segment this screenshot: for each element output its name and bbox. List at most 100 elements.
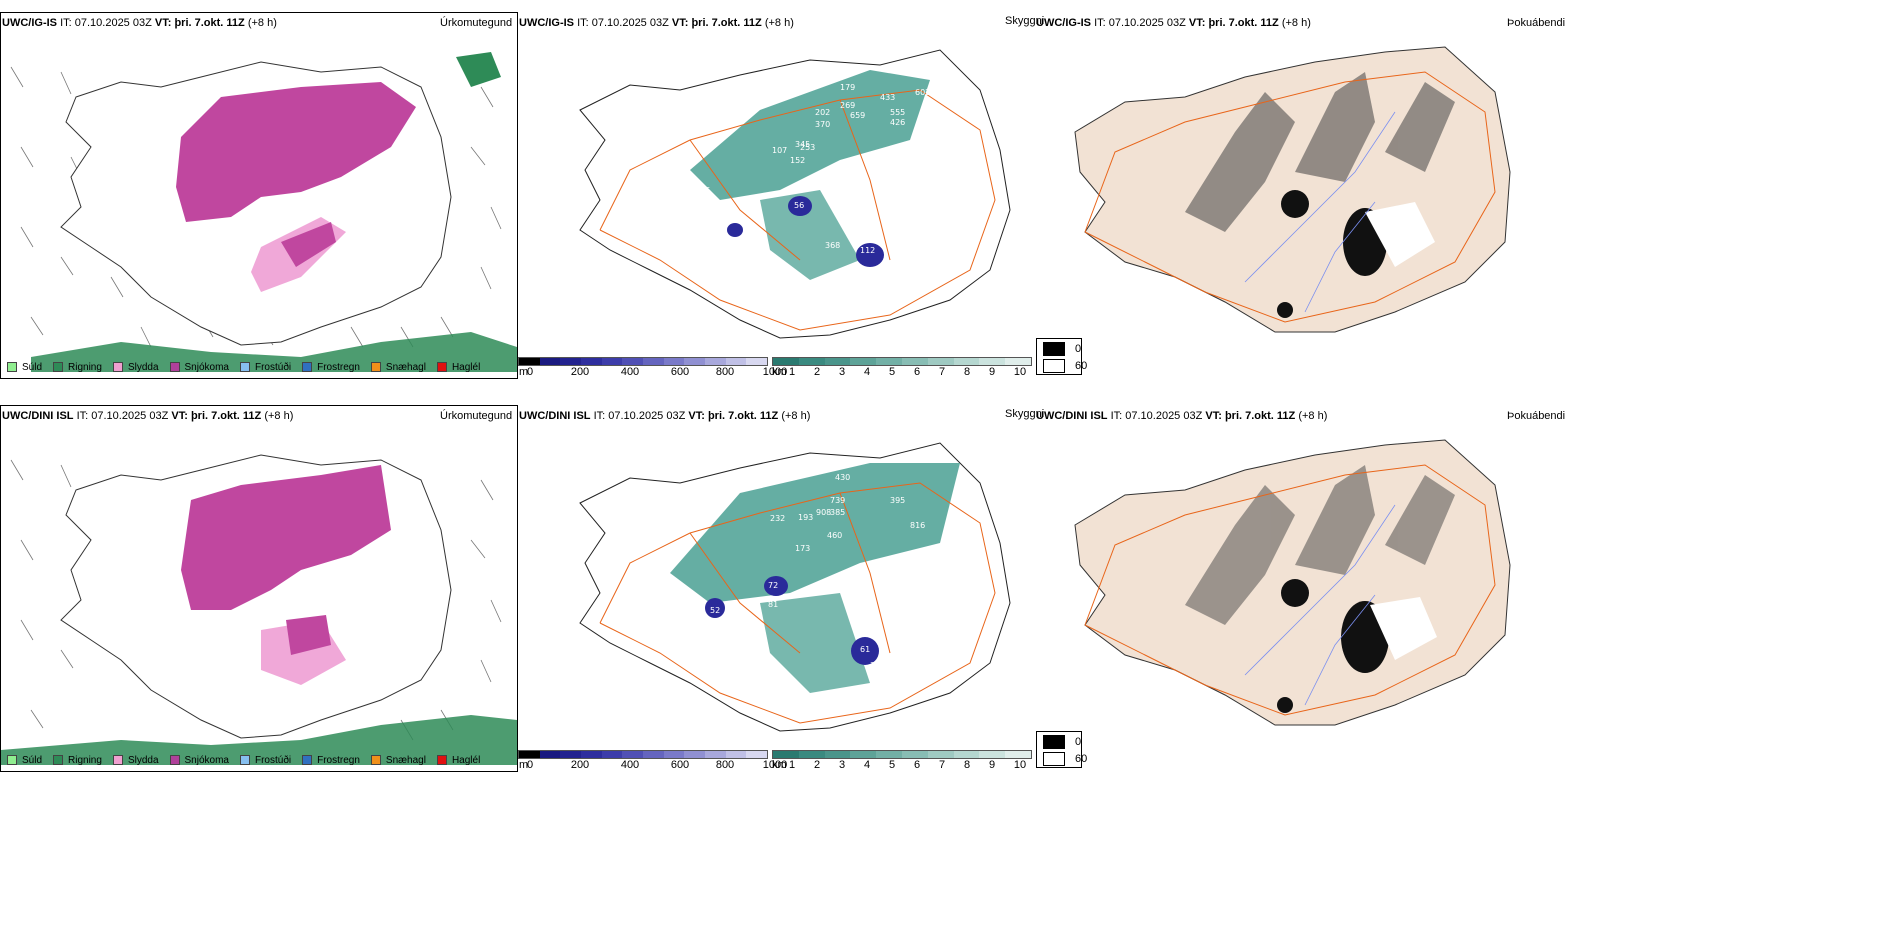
legend-label: Frostregn xyxy=(317,361,360,373)
legend-label: Snjókoma xyxy=(184,754,229,766)
tick-label: 10 xyxy=(1013,366,1027,378)
it-label: IT: xyxy=(577,17,589,29)
precip-legend-bottom: Súld Rigning Slydda Snjókoma Frostúði Fr… xyxy=(1,749,517,771)
legend-label: Frostúði xyxy=(254,754,292,766)
vis-title-top: Skyggni xyxy=(1005,15,1045,27)
it-value: 07.10.2025 03Z xyxy=(608,410,686,422)
legend-swatch xyxy=(370,362,381,372)
legend-swatch xyxy=(239,755,250,765)
legend-item: Snæhagl xyxy=(370,754,426,766)
precip-legend-top: Súld Rigning Slydda Snjókoma Frostúði Fr… xyxy=(1,356,517,378)
tick-label: 2 xyxy=(813,366,821,378)
legend-item: Snjókoma xyxy=(169,362,229,373)
fog-max-label: 60 xyxy=(1075,753,1088,765)
fog-header-top: UWC/IG-IS IT: 07.10.2025 03Z VT: þri. 7.… xyxy=(1036,16,1311,30)
it-value: 07.10.2025 03Z xyxy=(591,17,669,29)
low-visibility-area-2 xyxy=(760,190,860,280)
vis-colorbar-bottom xyxy=(772,750,1032,759)
tick-label: 4 xyxy=(863,759,871,771)
tick-label: 2 xyxy=(813,759,821,771)
svg-text:61: 61 xyxy=(860,645,870,654)
tick-label: 1000 xyxy=(762,759,788,771)
fog-min-label: 0 xyxy=(1075,343,1082,355)
svg-text:35: 35 xyxy=(877,276,887,285)
it-label: IT: xyxy=(1094,17,1106,29)
height-unit: m xyxy=(519,759,529,771)
lead-time: (+8 h) xyxy=(781,410,811,422)
fog-map-bottom xyxy=(1074,439,1511,726)
fog-shading xyxy=(1185,465,1455,625)
legend-swatch xyxy=(370,755,381,765)
legend-item: Súld xyxy=(7,755,42,766)
vt-label: VT: xyxy=(171,410,188,422)
fog-swatch-light xyxy=(1043,359,1065,373)
model-name: UWC/DINI ISL xyxy=(2,410,74,422)
model-name: UWC/IG-IS xyxy=(1036,17,1091,29)
it-label: IT: xyxy=(1110,410,1123,422)
legend-item: Snæhagl xyxy=(370,362,426,373)
fog-legend-top: 0 60 xyxy=(1036,338,1087,375)
it-value: 07.10.2025 03Z xyxy=(1125,410,1203,422)
svg-text:72: 72 xyxy=(768,581,778,590)
precip-title-top: Úrkomutegund xyxy=(440,17,513,29)
vis-unit: km xyxy=(772,366,787,378)
tick-label: 6 xyxy=(913,366,921,378)
legend-swatch xyxy=(53,755,64,765)
tick-label: 1 xyxy=(788,366,796,378)
precip-header-top: UWC/IG-IS IT: 07.10.2025 03Z VT: þri. 7.… xyxy=(2,16,277,30)
legend-label: Haglél xyxy=(451,361,481,373)
lead-time: (+8 h) xyxy=(264,410,294,422)
svg-text:659: 659 xyxy=(850,111,865,120)
svg-text:385: 385 xyxy=(830,508,845,517)
tick-label: 9 xyxy=(988,759,996,771)
fog-map-top xyxy=(1074,46,1511,333)
tick-label: 0 xyxy=(526,366,534,378)
vt-value: þri. 7.okt. 11Z xyxy=(691,17,762,29)
tick-label: 5 xyxy=(888,759,896,771)
legend-label: Snæhagl xyxy=(385,754,426,766)
tick-label: 5 xyxy=(888,366,896,378)
tick-label: 7 xyxy=(938,366,946,378)
svg-text:202: 202 xyxy=(815,108,830,117)
legend-swatch xyxy=(302,362,313,372)
precip-header-bottom: UWC/DINI ISL IT: 07.10.2025 03Z VT: þri.… xyxy=(2,409,293,423)
legend-item: Slydda xyxy=(112,362,159,373)
legend-item: Frostregn xyxy=(302,755,360,766)
legend-label: Slydda xyxy=(127,754,159,766)
map-value-labels: 430 395 739 908 385 816 173 193 232 460 … xyxy=(710,473,925,670)
legend-swatch xyxy=(239,362,250,372)
svg-text:173: 173 xyxy=(795,544,810,553)
legend-label: Haglél xyxy=(451,754,481,766)
vt-label: VT: xyxy=(688,410,705,422)
fog-swatch-dark xyxy=(1043,342,1065,356)
legend-item: Snjókoma xyxy=(169,754,229,766)
model-name: UWC/IG-IS xyxy=(519,17,574,29)
snow-area-2 xyxy=(286,615,331,655)
svg-text:460: 460 xyxy=(827,531,842,540)
svg-text:152: 152 xyxy=(790,156,805,165)
lead-time: (+8 h) xyxy=(764,17,794,29)
svg-text:179: 179 xyxy=(840,83,855,92)
legend-item: Rigning xyxy=(53,755,102,766)
snow-area xyxy=(176,82,416,222)
tick-label: 600 xyxy=(670,759,690,771)
svg-text:430: 430 xyxy=(835,473,850,482)
svg-text:395: 395 xyxy=(890,496,905,505)
roads xyxy=(1084,464,1496,716)
vis-map-bottom: 430 395 739 908 385 816 173 193 232 460 … xyxy=(579,442,1011,732)
it-value: 07.10.2025 03Z xyxy=(91,410,169,422)
vis-map-top: 179 602 433 555 426 269 659 202 370 107 … xyxy=(579,49,1011,339)
tick-label: 800 xyxy=(715,759,735,771)
height-colorbar-top xyxy=(518,357,768,366)
legend-label: Rigning xyxy=(68,361,102,373)
vt-value: þri. 7.okt. 11Z xyxy=(1224,410,1296,422)
legend-swatch xyxy=(436,755,447,765)
vt-value: þri. 7.okt. 11Z xyxy=(174,17,245,29)
legend-item: Súld xyxy=(7,362,42,373)
legend-item: Frostúði xyxy=(239,362,291,373)
fog-title-top: Þokuábendi xyxy=(1507,17,1566,29)
vt-label: VT: xyxy=(1188,17,1206,29)
svg-text:193: 193 xyxy=(798,513,813,522)
svg-text:436: 436 xyxy=(695,186,710,195)
precip-map-bottom xyxy=(1,454,517,765)
